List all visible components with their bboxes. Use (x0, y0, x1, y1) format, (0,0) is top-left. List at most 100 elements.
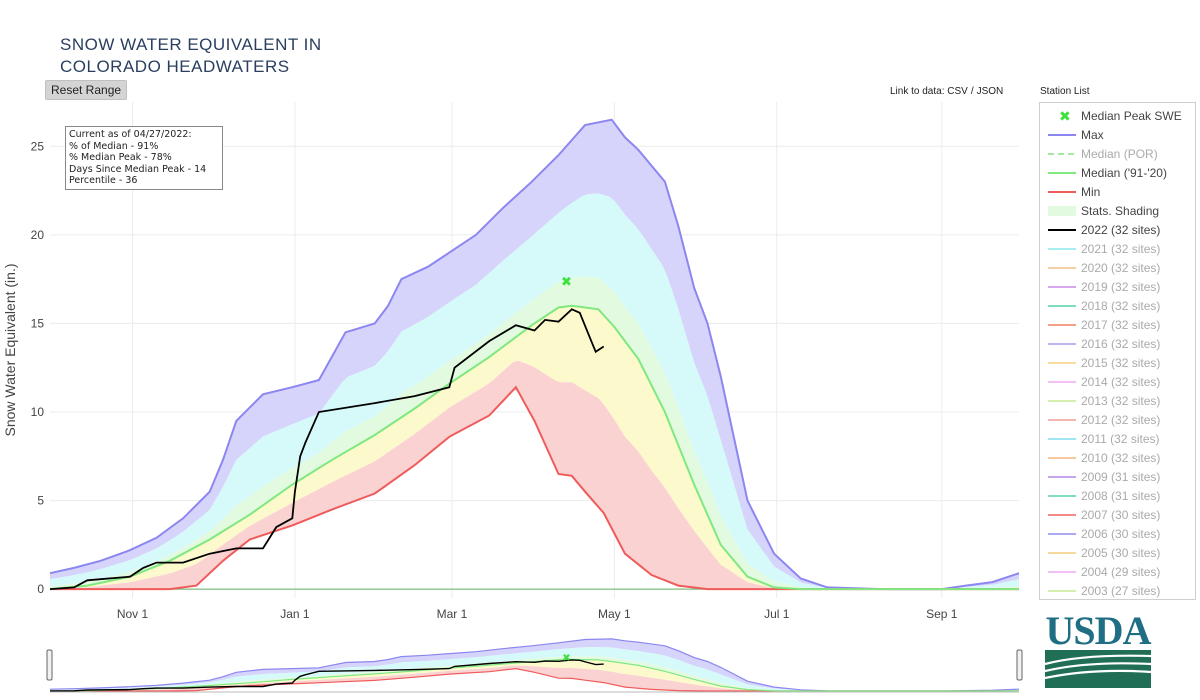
legend-label: 2020 (32 sites) (1081, 261, 1161, 275)
legend: ✖ Median Peak SWE Max Median (POR) Median ('… (1039, 102, 1196, 600)
legend-item[interactable]: 2020 (32 sites) (1040, 259, 1195, 278)
x-tick-label: Jul 1 (764, 607, 790, 621)
legend-item[interactable]: ✖ Median Peak SWE (1040, 107, 1195, 126)
mini-band-min (50, 665, 1019, 691)
median-peak-marker: ✖ (561, 275, 572, 290)
legend-item[interactable]: Median (POR) (1040, 145, 1195, 164)
svg-text:✖: ✖ (1059, 109, 1071, 123)
dashed-line-icon (1048, 153, 1076, 155)
line-swatch-icon (1048, 134, 1076, 136)
usda-logo-text: USDA (1046, 608, 1152, 653)
current-status-box: Current as of 04/27/2022:% of Median - 9… (65, 126, 223, 190)
legend-item[interactable]: 2022 (32 sites) (1040, 221, 1195, 240)
legend-item[interactable]: Median ('91-'20) (1040, 164, 1195, 183)
x-tick-label: May 1 (598, 607, 631, 621)
legend-label: 2021 (32 sites) (1081, 242, 1161, 256)
legend-item[interactable]: 2012 (32 sites) (1040, 411, 1195, 430)
legend-label: Median (POR) (1081, 147, 1158, 161)
line-swatch-icon (1048, 248, 1076, 250)
reset-range-button[interactable]: Reset Range (45, 80, 128, 100)
csv-link[interactable]: CSV (947, 86, 968, 97)
line-swatch-icon (1048, 286, 1076, 288)
median-series-line (49, 304, 1019, 591)
legend-label: 2019 (32 sites) (1081, 280, 1161, 294)
legend-item[interactable]: 2018 (32 sites) (1040, 297, 1195, 316)
line-swatch-icon (1048, 191, 1076, 193)
line-swatch-icon (1048, 400, 1076, 402)
band-min-30 (50, 360, 1019, 590)
legend-label: Median Peak SWE (1081, 109, 1182, 123)
legend-item[interactable]: 2021 (32 sites) (1040, 240, 1195, 259)
legend-item[interactable]: 2007 (30 sites) (1040, 506, 1195, 525)
status-line: % Median Peak - 78% (69, 152, 172, 164)
line-swatch-icon (1048, 229, 1076, 231)
legend-item[interactable]: Min (1040, 183, 1195, 202)
legend-label: Max (1081, 128, 1104, 142)
legend-label: 2010 (32 sites) (1081, 451, 1161, 465)
y-tick-label: 20 (31, 228, 45, 242)
legend-label: 2012 (32 sites) (1081, 413, 1161, 427)
max-series-line (49, 118, 1020, 591)
legend-item[interactable]: 2005 (30 sites) (1040, 544, 1195, 563)
legend-item[interactable]: 2017 (32 sites) (1040, 316, 1195, 335)
legend-label: 2014 (32 sites) (1081, 375, 1161, 389)
x-tick-label: Jan 1 (280, 607, 310, 621)
json-link[interactable]: JSON (976, 86, 1004, 97)
legend-item[interactable]: 2013 (32 sites) (1040, 392, 1195, 411)
range-handle-right[interactable] (1016, 649, 1023, 681)
usda-logo: USDA (1044, 608, 1153, 688)
line-swatch-icon (1048, 324, 1076, 326)
chart-title: SNOW WATER EQUIVALENT IN COLORADO HEADWA… (60, 35, 322, 76)
shading-swatch-icon (1048, 206, 1076, 216)
y-tick-label: 5 (37, 494, 44, 508)
mini-max-line (49, 638, 1020, 692)
legend-item[interactable]: Stats. Shading (1040, 202, 1195, 221)
line-swatch-icon (1048, 552, 1076, 554)
band-30-50 (50, 305, 1019, 590)
range-handle-left[interactable] (46, 649, 53, 681)
legend-item[interactable]: 2004 (29 sites) (1040, 563, 1195, 582)
legend-label: 2004 (29 sites) (1081, 565, 1161, 579)
legend-item[interactable]: 2008 (31 sites) (1040, 487, 1195, 506)
line-swatch-icon (1048, 419, 1076, 421)
legend-item[interactable]: 2003 (27 sites) (1040, 582, 1195, 601)
line-swatch-icon (1048, 457, 1076, 459)
status-line: Percentile - 36 (69, 175, 138, 187)
legend-item[interactable]: 2019 (32 sites) (1040, 278, 1195, 297)
status-line: Days Since Median Peak - 14 (69, 163, 207, 175)
line-swatch-icon (1048, 571, 1076, 573)
legend-label: 2015 (32 sites) (1081, 356, 1161, 370)
line-swatch-icon (1048, 267, 1076, 269)
legend-label: 2006 (30 sites) (1081, 527, 1161, 541)
legend-item[interactable]: 2011 (32 sites) (1040, 430, 1195, 449)
legend-item[interactable]: 2009 (31 sites) (1040, 468, 1195, 487)
legend-label: 2003 (27 sites) (1081, 584, 1161, 598)
min-series-line (50, 385, 1019, 591)
station-list-label[interactable]: Station List (1040, 86, 1090, 97)
legend-item[interactable]: 2016 (32 sites) (1040, 335, 1195, 354)
line-swatch-icon (1048, 343, 1076, 345)
mini-band-upper (50, 647, 1019, 691)
line-swatch-icon (1048, 590, 1076, 592)
y-tick-label: 15 (31, 316, 45, 330)
band-max-90 (50, 120, 1019, 590)
y-tick-label: 10 (31, 405, 45, 419)
legend-item[interactable]: 2015 (32 sites) (1040, 354, 1195, 373)
line-swatch-icon (1048, 533, 1076, 535)
legend-item[interactable]: Max (1040, 126, 1195, 145)
mini-current-line (49, 659, 604, 692)
legend-label: 2007 (30 sites) (1081, 508, 1161, 522)
legend-item[interactable]: 2006 (30 sites) (1040, 525, 1195, 544)
line-swatch-icon (1048, 514, 1076, 516)
legend-label: Median ('91-'20) (1081, 166, 1167, 180)
legend-item[interactable]: 2010 (32 sites) (1040, 449, 1195, 468)
line-swatch-icon (1048, 438, 1076, 440)
mini-peak-marker: ✖ (562, 653, 570, 664)
data-links: Link to data: CSV / JSON (890, 86, 1003, 97)
band-70-90 (50, 193, 1019, 590)
y-axis-label: Snow Water Equivalent (in.) (2, 264, 18, 437)
legend-item[interactable]: 2014 (32 sites) (1040, 373, 1195, 392)
legend-label: 2005 (30 sites) (1081, 546, 1161, 560)
y-tick-label: 0 (37, 582, 44, 596)
